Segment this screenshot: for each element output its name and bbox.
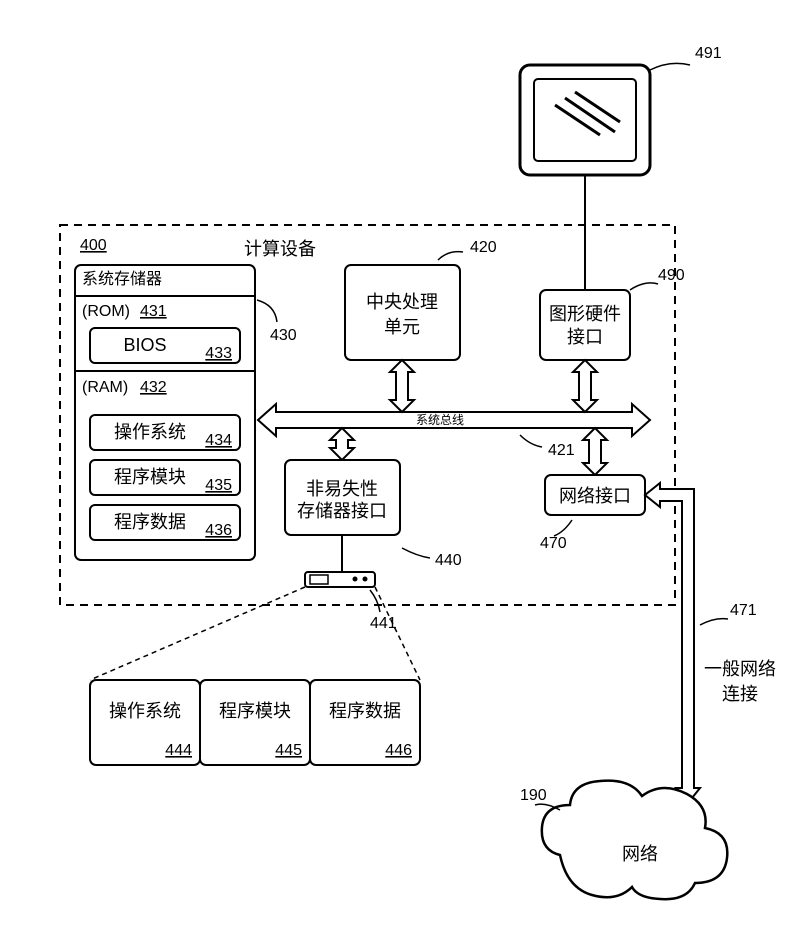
- cpu-ref: 420: [470, 239, 497, 256]
- cloud-label: 网络: [622, 844, 658, 864]
- sd-col2-label: 程序数据: [329, 701, 401, 721]
- bus-label: 系统总线: [416, 413, 464, 427]
- monitor: 491: [520, 45, 722, 290]
- gfx-label2: 接口: [567, 327, 603, 347]
- system-memory-label: 系统存储器: [82, 270, 162, 288]
- net-if-label: 网络接口: [559, 486, 631, 506]
- net-conn-ref: 471: [730, 602, 757, 619]
- net-if-box: 网络接口 470: [540, 475, 645, 552]
- sd-col1-ref: 445: [275, 742, 302, 759]
- computing-device-title: 计算设备: [244, 239, 316, 259]
- net-conn-l2: 连接: [722, 684, 758, 704]
- bios-label: BIOS: [123, 335, 166, 355]
- os-label: 操作系统: [114, 422, 186, 442]
- sd-col0-ref: 444: [165, 742, 192, 759]
- sd-col1-label: 程序模块: [219, 701, 291, 721]
- gfx-ref: 490: [658, 267, 685, 284]
- ram-label: (RAM): [82, 379, 128, 396]
- nv-ref: 440: [435, 552, 462, 569]
- net-if-ref: 470: [540, 535, 567, 552]
- nv-storage-if-box: 非易失性 存储器接口 440: [285, 460, 462, 569]
- os-ref: 434: [205, 432, 232, 449]
- storage-detail: 操作系统 程序模块 程序数据 444 445 446: [90, 680, 420, 765]
- monitor-ref: 491: [695, 45, 722, 62]
- nv-label1: 非易失性: [306, 479, 378, 499]
- net-conn-l1: 一般网络: [704, 659, 776, 679]
- nv-label2: 存储器接口: [297, 501, 387, 521]
- mods-ref: 435: [205, 477, 232, 494]
- sd-col0-label: 操作系统: [109, 701, 181, 721]
- rom-ref: 431: [140, 303, 167, 320]
- computing-device-ref: 400: [80, 237, 107, 254]
- data-ref: 436: [205, 522, 232, 539]
- bus-ref: 421: [548, 442, 575, 459]
- system-memory-ref: 430: [270, 327, 297, 344]
- cloud-ref: 190: [520, 787, 547, 804]
- rom-label: (ROM): [82, 303, 130, 320]
- sd-col2-ref: 446: [385, 742, 412, 759]
- mods-label: 程序模块: [114, 467, 186, 487]
- gfx-label1: 图形硬件: [549, 304, 621, 324]
- data-label: 程序数据: [114, 512, 186, 532]
- cpu-label1: 中央处理: [366, 292, 438, 312]
- network-connection: 471 一般网络 连接: [645, 483, 776, 803]
- gfx-box: 图形硬件 接口 490: [540, 267, 685, 360]
- cpu-label2: 单元: [384, 317, 420, 337]
- bios-ref: 433: [205, 345, 232, 362]
- network-cloud: 网络 190: [520, 781, 727, 900]
- ram-ref: 432: [140, 379, 167, 396]
- system-memory: 系统存储器 (ROM) 431 BIOS 433 (RAM) 432 操作系统 …: [75, 265, 297, 560]
- cpu-box: 中央处理 单元 420: [345, 239, 497, 360]
